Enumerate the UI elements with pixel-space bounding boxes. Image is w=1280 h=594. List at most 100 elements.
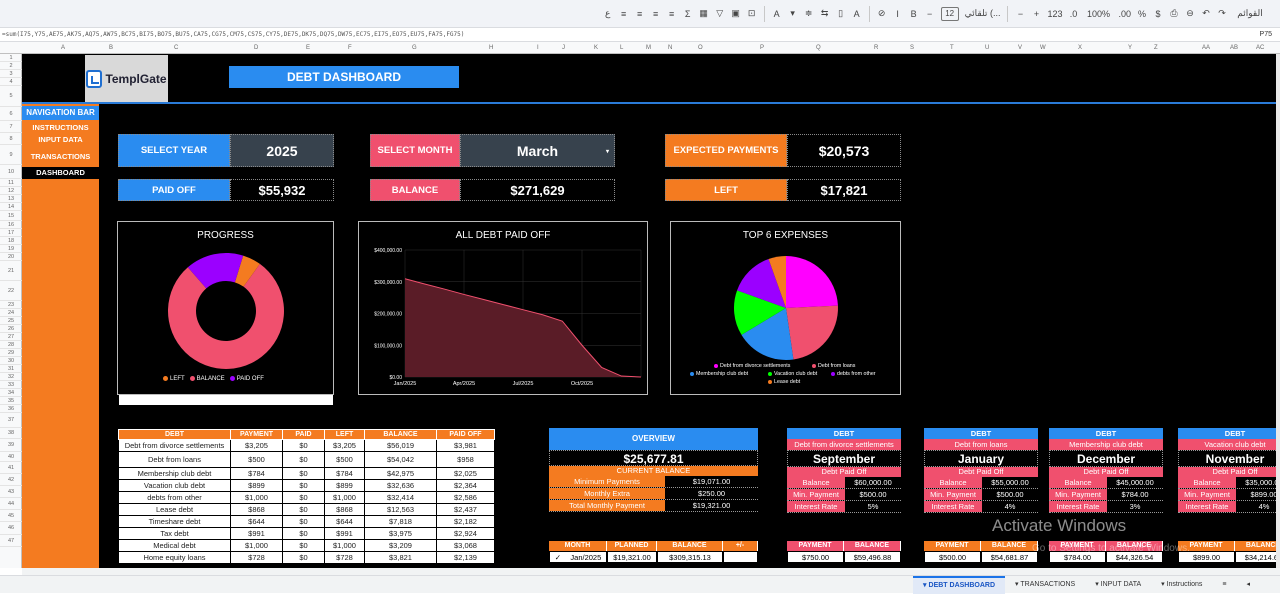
formula-text[interactable]: =sum(I75,Y75,AE75,AK75,AQ75,AW75,BC75,BI… — [2, 31, 465, 38]
table-cell[interactable]: $12,563 — [364, 503, 437, 516]
column-header[interactable]: U — [985, 45, 990, 51]
table-cell[interactable]: $3,821 — [364, 551, 437, 564]
row-header[interactable]: 33 — [0, 381, 22, 389]
sheet-tab-label[interactable]: TRANSACTIONS — [1020, 580, 1076, 588]
table-cell[interactable]: $958 — [436, 451, 495, 468]
check-icon[interactable]: ✓ — [554, 553, 561, 562]
zoom-select[interactable]: 100% — [1086, 8, 1110, 19]
sheet-tab[interactable]: ▾ Instructions — [1151, 576, 1212, 594]
toolbar-button[interactable]: % — [1137, 8, 1146, 19]
row-header[interactable]: 6 — [0, 107, 22, 121]
table-cell[interactable]: $1,000 — [324, 539, 365, 552]
column-header[interactable]: X — [1078, 45, 1083, 51]
column-header[interactable]: R — [874, 45, 879, 51]
row-header[interactable]: 25 — [0, 317, 22, 325]
toolbar-button[interactable]: ⊡ — [747, 8, 756, 18]
table-cell[interactable]: $3,068 — [436, 539, 495, 552]
table-cell[interactable]: $0 — [282, 527, 325, 540]
month-cell[interactable]: ✓ Jan/2025 — [549, 551, 607, 563]
column-header[interactable]: V — [1018, 45, 1023, 51]
column-header[interactable]: B — [109, 45, 114, 51]
column-header[interactable]: C — [174, 45, 179, 51]
row-header[interactable]: 2 — [0, 62, 22, 70]
table-cell[interactable]: $1,000 — [230, 539, 283, 552]
row-header[interactable]: 30 — [0, 357, 22, 365]
sheet-tab[interactable]: ▾ TRANSACTIONS — [1005, 576, 1085, 594]
column-header[interactable]: A — [61, 45, 66, 51]
row-header[interactable]: 1 — [0, 54, 22, 62]
row-header[interactable]: 31 — [0, 365, 22, 373]
table-cell[interactable]: debts from other — [118, 491, 231, 504]
table-cell[interactable]: $3,209 — [364, 539, 437, 552]
font-name-select[interactable]: تلقائي (... — [964, 8, 1001, 18]
table-cell[interactable]: $3,205 — [324, 439, 365, 452]
table-cell[interactable]: $0 — [282, 467, 325, 480]
table-cell[interactable]: $1,000 — [230, 491, 283, 504]
nav-item-instructions[interactable]: INSTRUCTIONS — [32, 123, 89, 132]
table-cell[interactable]: $868 — [230, 503, 283, 516]
toolbar-button[interactable]: ▯ — [838, 8, 844, 18]
table-cell[interactable]: $2,586 — [436, 491, 495, 504]
cell-reference[interactable]: P75 — [1259, 31, 1272, 38]
balance-cell[interactable]: $44,326.54 — [1106, 551, 1163, 563]
table-cell[interactable]: $32,636 — [364, 479, 437, 492]
row-header[interactable]: 38 — [0, 428, 22, 439]
table-cell[interactable]: $0 — [282, 551, 325, 564]
toolbar-button[interactable]: − — [1017, 8, 1024, 19]
progress-chart[interactable]: PROGRESS LEFT BALANCE PAID OFF — [117, 221, 334, 395]
row-header[interactable]: 35 — [0, 397, 22, 405]
table-cell[interactable]: $2,182 — [436, 515, 495, 528]
font-size-field[interactable]: 12 — [940, 6, 959, 21]
table-cell[interactable]: Vacation club debt — [118, 479, 231, 492]
column-header[interactable]: I — [537, 45, 539, 51]
table-cell[interactable]: $32,414 — [364, 491, 437, 504]
table-cell[interactable]: $500 — [230, 451, 283, 468]
row-header[interactable]: 22 — [0, 281, 22, 301]
font-size-decrease[interactable]: − — [927, 8, 933, 19]
column-header[interactable]: N — [668, 45, 673, 51]
chevron-down-icon[interactable]: ▾ — [605, 149, 609, 155]
toolbar-button[interactable]: ▾ — [790, 8, 795, 18]
row-header[interactable]: 14 — [0, 203, 22, 211]
row-header[interactable]: 12 — [0, 187, 22, 195]
table-cell[interactable]: $0 — [282, 491, 325, 504]
table-cell[interactable]: $868 — [324, 503, 365, 516]
table-cell[interactable]: $0 — [282, 479, 325, 492]
row-header[interactable]: 16 — [0, 221, 22, 229]
toolbar-button[interactable]: B — [910, 8, 917, 19]
row-header[interactable]: 21 — [0, 261, 22, 281]
sheet-tab[interactable]: ▾ DEBT DASHBOARD — [913, 575, 1006, 594]
table-cell[interactable]: Membership club debt — [118, 467, 231, 480]
row-header[interactable]: 9 — [0, 145, 22, 165]
table-cell[interactable]: Timeshare debt — [118, 515, 231, 528]
row-header[interactable]: 40 — [0, 452, 22, 462]
table-cell[interactable]: $2,139 — [436, 551, 495, 564]
table-cell[interactable]: $899 — [324, 479, 365, 492]
chevron-down-icon[interactable]: ▾ — [1161, 580, 1167, 588]
row-header[interactable]: 47 — [0, 535, 22, 547]
table-cell[interactable]: $0 — [282, 539, 325, 552]
table-cell[interactable]: Debt from loans — [118, 451, 231, 468]
table-cell[interactable]: $2,924 — [436, 527, 495, 540]
row-header[interactable]: 26 — [0, 325, 22, 333]
toolbar-button[interactable]: .0 — [1069, 8, 1078, 19]
payment-cell[interactable]: $784.00 — [1049, 551, 1106, 563]
select-year-value[interactable]: 2025 — [230, 134, 334, 167]
row-header[interactable]: 45 — [0, 510, 22, 522]
row-header[interactable]: 7 — [0, 121, 22, 133]
column-header[interactable]: AA — [1202, 45, 1211, 51]
row-header[interactable]: 4 — [0, 78, 22, 86]
row-header[interactable]: 18 — [0, 237, 22, 245]
table-cell[interactable]: $1,000 — [324, 491, 365, 504]
column-header[interactable]: Q — [816, 45, 821, 51]
menu-search[interactable]: القوائم — [1237, 8, 1263, 18]
payment-cell[interactable]: $750.00 — [787, 551, 844, 563]
horizontal-scrollbar[interactable] — [22, 568, 1280, 575]
column-header[interactable]: W — [1040, 45, 1046, 51]
nav-item-transactions[interactable]: TRANSACTIONS — [30, 152, 91, 161]
toolbar-button[interactable]: ⊖ — [1186, 8, 1194, 18]
row-header[interactable]: 8 — [0, 133, 22, 145]
sheet-tab-label[interactable]: INPUT DATA — [1100, 580, 1142, 588]
toolbar-button[interactable]: ⊘ — [877, 8, 886, 18]
row-header[interactable]: 36 — [0, 405, 22, 413]
